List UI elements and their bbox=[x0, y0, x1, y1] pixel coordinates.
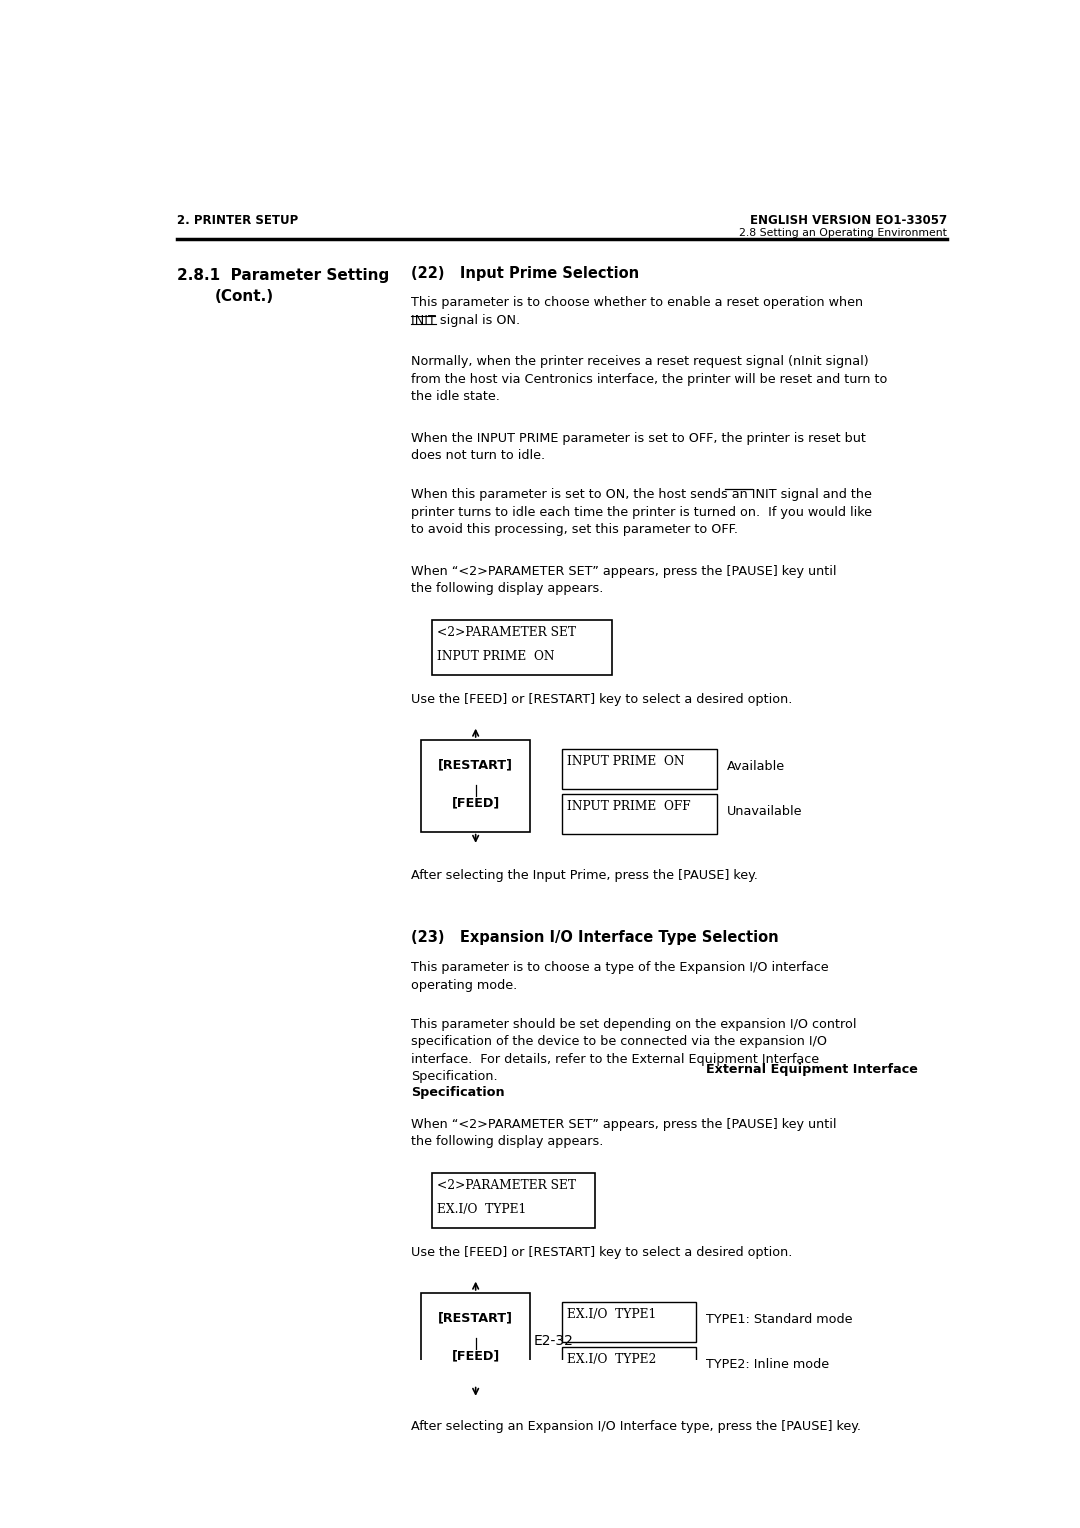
Text: This parameter is to choose a type of the Expansion I/O interface
operating mode: This parameter is to choose a type of th… bbox=[411, 961, 828, 992]
Text: [RESTART]: [RESTART] bbox=[438, 759, 513, 772]
Text: Use the [FEED] or [RESTART] key to select a desired option.: Use the [FEED] or [RESTART] key to selec… bbox=[411, 1245, 793, 1259]
Text: E2-32: E2-32 bbox=[534, 1334, 573, 1348]
Text: (Cont.): (Cont.) bbox=[215, 289, 273, 304]
Text: Available: Available bbox=[727, 759, 785, 773]
Text: When the INPUT PRIME parameter is set to OFF, the printer is reset but
does not : When the INPUT PRIME parameter is set to… bbox=[411, 431, 866, 461]
Bar bbox=[432, 620, 612, 675]
Text: When “<2>PARAMETER SET” appears, press the [PAUSE] key until
the following displ: When “<2>PARAMETER SET” appears, press t… bbox=[411, 564, 837, 594]
Text: TYPE1: Standard mode: TYPE1: Standard mode bbox=[706, 1313, 852, 1326]
Bar bbox=[562, 795, 717, 834]
Text: This parameter should be set depending on the expansion I/O control
specificatio: This parameter should be set depending o… bbox=[411, 1018, 856, 1083]
Text: EX.I/O  TYPE2: EX.I/O TYPE2 bbox=[567, 1352, 657, 1366]
Text: [FEED]: [FEED] bbox=[451, 796, 500, 810]
Text: <2>PARAMETER SET: <2>PARAMETER SET bbox=[437, 626, 576, 639]
Text: After selecting the Input Prime, press the [PAUSE] key.: After selecting the Input Prime, press t… bbox=[411, 869, 758, 882]
Text: This parameter is to choose whether to enable a reset operation when
INIT signal: This parameter is to choose whether to e… bbox=[411, 296, 863, 327]
Bar bbox=[562, 749, 717, 790]
Text: Specification: Specification bbox=[411, 1086, 504, 1099]
Bar bbox=[562, 1348, 696, 1387]
Bar bbox=[562, 1302, 696, 1342]
Text: Normally, when the printer receives a reset request signal (nInit signal)
from t: Normally, when the printer receives a re… bbox=[411, 354, 888, 403]
Text: INPUT PRIME  ON: INPUT PRIME ON bbox=[567, 755, 685, 769]
Text: (22)   Input Prime Selection: (22) Input Prime Selection bbox=[411, 266, 639, 281]
Text: (23)   Expansion I/O Interface Type Selection: (23) Expansion I/O Interface Type Select… bbox=[411, 931, 779, 946]
Bar bbox=[421, 740, 530, 831]
Text: 2. PRINTER SETUP: 2. PRINTER SETUP bbox=[177, 214, 298, 228]
Text: EX.I/O  TYPE1: EX.I/O TYPE1 bbox=[437, 1204, 526, 1216]
Text: 2.8.1  Parameter Setting: 2.8.1 Parameter Setting bbox=[177, 267, 389, 283]
Text: External Equipment Interface: External Equipment Interface bbox=[706, 1063, 918, 1076]
Text: INPUT PRIME  OFF: INPUT PRIME OFF bbox=[567, 799, 690, 813]
Text: When this parameter is set to ON, the host sends an INIT signal and the
printer : When this parameter is set to ON, the ho… bbox=[411, 487, 873, 536]
Text: [RESTART]: [RESTART] bbox=[438, 1311, 513, 1325]
Text: <2>PARAMETER SET: <2>PARAMETER SET bbox=[437, 1178, 576, 1192]
Text: TYPE2: Inline mode: TYPE2: Inline mode bbox=[706, 1357, 829, 1371]
Bar bbox=[432, 1174, 595, 1229]
Text: 2.8 Setting an Operating Environment: 2.8 Setting an Operating Environment bbox=[739, 228, 947, 238]
Text: Use the [FEED] or [RESTART] key to select a desired option.: Use the [FEED] or [RESTART] key to selec… bbox=[411, 692, 793, 706]
Text: ENGLISH VERSION EO1-33057: ENGLISH VERSION EO1-33057 bbox=[750, 214, 947, 228]
Text: [FEED]: [FEED] bbox=[451, 1349, 500, 1363]
Text: When “<2>PARAMETER SET” appears, press the [PAUSE] key until
the following displ: When “<2>PARAMETER SET” appears, press t… bbox=[411, 1117, 837, 1148]
Bar bbox=[421, 1293, 530, 1384]
Text: After selecting an Expansion I/O Interface type, press the [PAUSE] key.: After selecting an Expansion I/O Interfa… bbox=[411, 1420, 861, 1433]
Text: EX.I/O  TYPE1: EX.I/O TYPE1 bbox=[567, 1308, 657, 1322]
Text: INPUT PRIME  ON: INPUT PRIME ON bbox=[437, 651, 555, 663]
Text: Unavailable: Unavailable bbox=[727, 805, 802, 817]
